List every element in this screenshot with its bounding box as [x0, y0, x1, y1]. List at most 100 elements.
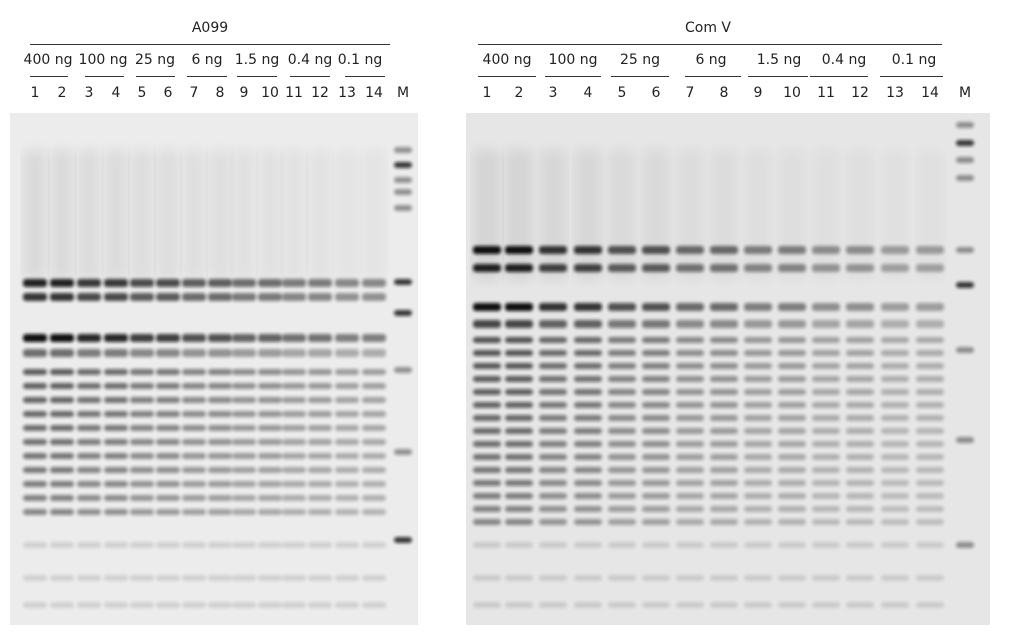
dna-band [846, 480, 874, 486]
dna-band [208, 481, 232, 487]
dna-band [916, 303, 944, 311]
dna-band [744, 337, 772, 343]
dna-band [676, 303, 704, 311]
dna-band [182, 425, 206, 431]
amount-rule [345, 76, 385, 77]
amount-rule [685, 76, 741, 77]
dna-band [916, 519, 944, 525]
dna-band [473, 376, 501, 382]
marker-band [394, 310, 412, 316]
dna-band [473, 480, 501, 486]
dna-band [362, 293, 386, 301]
dna-band [744, 320, 772, 328]
dna-band [505, 441, 533, 447]
dna-band [156, 411, 180, 417]
dna-band [104, 293, 128, 301]
dna-band [258, 411, 282, 417]
dna-band [156, 575, 180, 581]
dna-band [208, 509, 232, 515]
dna-band [778, 320, 806, 328]
dna-band [846, 542, 874, 548]
dna-band [282, 425, 306, 431]
dna-band [574, 246, 602, 254]
dna-band [77, 509, 101, 515]
dna-band [778, 337, 806, 343]
dna-band [362, 495, 386, 501]
marker-band [956, 437, 974, 443]
dna-band [182, 334, 206, 342]
dna-band [744, 441, 772, 447]
lane-number: M [396, 85, 410, 101]
dna-band [23, 334, 47, 342]
dna-band [676, 402, 704, 408]
dna-band [232, 542, 256, 548]
dna-band [505, 389, 533, 395]
dna-band [130, 439, 154, 445]
dna-band [608, 303, 636, 311]
dna-band [812, 402, 840, 408]
lane-smear [182, 150, 206, 280]
marker-band [394, 162, 412, 168]
dna-band [308, 397, 332, 403]
dna-band [812, 602, 840, 608]
dna-band [232, 293, 256, 301]
dna-band [23, 369, 47, 375]
dna-band [308, 334, 332, 342]
dna-band [676, 428, 704, 434]
dna-band [77, 467, 101, 473]
dna-band [539, 542, 567, 548]
dna-band [574, 376, 602, 382]
dna-band [676, 389, 704, 395]
dna-band [642, 467, 670, 473]
dna-band [916, 337, 944, 343]
dna-band [104, 425, 128, 431]
dna-band [642, 480, 670, 486]
dna-band [308, 542, 332, 548]
lane-smear [208, 150, 232, 280]
lane-number: 14 [921, 85, 939, 101]
dna-band [846, 376, 874, 382]
dna-band [23, 279, 47, 287]
dna-band [710, 428, 738, 434]
dna-band [574, 320, 602, 328]
dna-band [505, 350, 533, 356]
dna-band [608, 320, 636, 328]
dna-band [335, 293, 359, 301]
amount-rule [85, 76, 124, 77]
dna-band [539, 519, 567, 525]
dna-band [710, 246, 738, 254]
dna-band [916, 246, 944, 254]
dna-band [539, 402, 567, 408]
dna-band [778, 246, 806, 254]
dna-band [916, 493, 944, 499]
lane-number: 11 [285, 85, 303, 101]
dna-band [156, 425, 180, 431]
dna-band [812, 441, 840, 447]
dna-band [812, 376, 840, 382]
lane-number: 4 [111, 85, 121, 101]
dna-band [156, 481, 180, 487]
dna-band [642, 376, 670, 382]
dna-band [77, 439, 101, 445]
dna-band [812, 337, 840, 343]
amount-label: 400 ng [23, 52, 73, 68]
dna-band [258, 575, 282, 581]
dna-band [208, 411, 232, 417]
dna-band [23, 411, 47, 417]
dna-band [846, 454, 874, 460]
dna-band [574, 264, 602, 272]
dna-band [104, 495, 128, 501]
dna-band [881, 350, 909, 356]
marker-band [956, 122, 974, 128]
dna-band [539, 350, 567, 356]
dna-band [232, 439, 256, 445]
dna-band [744, 264, 772, 272]
lane-smear [505, 150, 533, 280]
dna-band [23, 481, 47, 487]
dna-band [881, 376, 909, 382]
dna-band [608, 480, 636, 486]
dna-band [130, 453, 154, 459]
dna-band [182, 575, 206, 581]
dna-band [574, 389, 602, 395]
dna-band [608, 428, 636, 434]
